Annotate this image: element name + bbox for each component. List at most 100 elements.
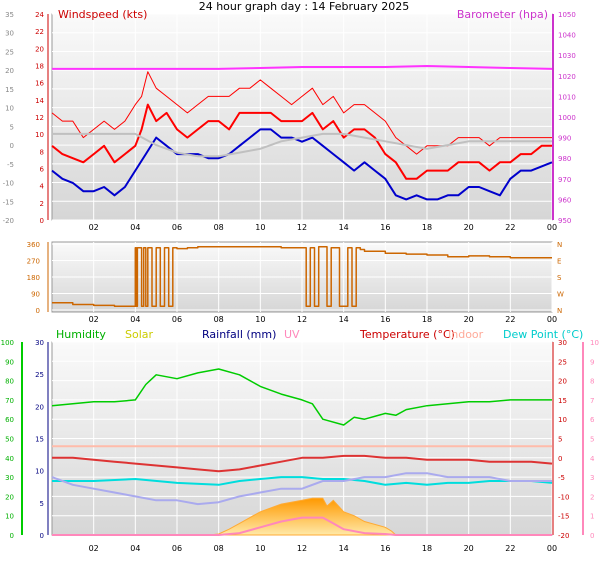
legend-item: Dew Point (°C): [503, 328, 583, 341]
legend-item: Solar: [125, 328, 154, 341]
barometer-hpa-line: [52, 65, 553, 70]
temperature-light-grey-line: [52, 132, 552, 158]
y-tick-label: -15: [3, 198, 14, 206]
wind-direction-panel: 02 04 06 08 10 12 14 16 18 20 22 00090180270360NWSE…: [27, 241, 564, 324]
legend-item: UV: [284, 328, 300, 341]
average-wind-kts-line: [51, 128, 553, 201]
y-tick-label: 1000: [558, 114, 576, 122]
uv-line: [52, 516, 552, 536]
dew-point-c-line: [52, 476, 553, 486]
x-tick-label: 22: [505, 315, 515, 324]
humidity-series: [51, 368, 553, 536]
x-tick-label: 06: [172, 315, 182, 324]
y-tick-label: 30: [5, 474, 14, 482]
y-tick-label: -10: [3, 180, 14, 188]
y-tick-label: 1030: [558, 52, 576, 60]
y-tick-label: 22: [35, 28, 44, 36]
y-tick-label: 3: [590, 474, 594, 482]
legend-item: Rainfall (mm): [202, 328, 276, 341]
humidity-tick-labels: 02 04 06 08 10 12 14 16 18 20 22 000102030405060708…: [1, 339, 599, 553]
y-tick-label: 20: [35, 403, 44, 411]
humidity-temp-panel: Humidity Solar Rainfall (mm) UV Temperature …: [1, 328, 599, 553]
y-tick-label: 10: [35, 131, 44, 139]
y-tick-label: 90: [31, 291, 40, 299]
x-tick-label: 10: [255, 315, 265, 324]
y-tick-label: -20: [3, 217, 14, 225]
humidity-legend: Humidity Solar Rainfall (mm) UV Temperature …: [56, 328, 583, 341]
y-tick-label: 950: [558, 217, 571, 225]
humidity-line: [51, 368, 552, 426]
y-tick-label: 960: [558, 196, 571, 204]
windspeed-kts-line: [51, 103, 552, 180]
y-tick-label: 1040: [558, 32, 576, 40]
y-tick-label: 24: [35, 11, 44, 19]
x-tick-label: 20: [464, 544, 474, 553]
baro-axis-label: Barometer (hpa): [457, 8, 548, 21]
y-tick-label: 360: [27, 241, 40, 249]
y-tick-label: 2: [40, 200, 44, 208]
x-tick-label: 18: [422, 223, 432, 232]
direction-tick-labels: 02 04 06 08 10 12 14 16 18 20 22 00090180270360NWSE…: [27, 241, 564, 324]
y-tick-label: -20: [558, 532, 569, 540]
x-tick-label: 04: [130, 544, 140, 553]
y-tick-label: 10: [5, 513, 14, 521]
y-tick-label: 0: [590, 532, 594, 540]
y-tick-label: 15: [5, 86, 14, 94]
y-tick-label: 6: [590, 416, 595, 424]
legend-item: Temperature (°C): [359, 328, 455, 341]
y-tick-label: 2: [590, 493, 594, 501]
x-tick-label: 08: [214, 544, 224, 553]
x-tick-label: 18: [422, 544, 432, 553]
x-tick-label: 14: [339, 223, 349, 232]
y-tick-label: 5: [590, 436, 594, 444]
x-tick-label: 22: [505, 544, 515, 553]
x-tick-label: 00: [547, 315, 557, 324]
y-tick-label: E: [557, 258, 561, 266]
direction-series: [52, 246, 552, 308]
x-tick-label: 10: [255, 544, 265, 553]
y-tick-label: 18: [35, 63, 44, 71]
light-purple-wind-chill-line: [51, 472, 552, 506]
x-tick-label: 20: [464, 315, 474, 324]
y-tick-label: 35: [5, 11, 14, 19]
wind-barometer-panel: Windspeed (kts) Barometer (hpa) 02 04 06 08…: [3, 8, 576, 232]
y-tick-label: 1050: [558, 11, 576, 19]
y-tick-label: N: [557, 307, 562, 315]
x-tick-label: 16: [380, 223, 390, 232]
x-tick-label: 08: [214, 315, 224, 324]
y-tick-label: 270: [27, 258, 40, 266]
x-tick-label: 00: [547, 544, 557, 553]
y-tick-label: 20: [558, 378, 567, 386]
y-tick-label: 970: [558, 176, 571, 184]
y-tick-label: 20: [5, 493, 14, 501]
y-tick-label: 4: [590, 455, 595, 463]
y-tick-label: 980: [558, 155, 571, 163]
y-tick-label: 990: [558, 135, 571, 143]
y-tick-label: 30: [35, 339, 44, 347]
y-tick-label: 20: [5, 67, 14, 75]
y-tick-label: 15: [35, 436, 44, 444]
y-tick-label: N: [557, 241, 562, 249]
y-tick-label: 15: [558, 397, 567, 405]
y-tick-label: 14: [35, 97, 44, 105]
y-tick-label: 9: [590, 358, 594, 366]
legend-item: Humidity: [56, 328, 106, 341]
y-tick-label: 0: [10, 532, 14, 540]
y-tick-label: W: [557, 291, 564, 299]
x-tick-label: 04: [130, 315, 140, 324]
y-tick-label: 8: [40, 148, 44, 156]
x-tick-label: 12: [297, 223, 307, 232]
x-tick-label: 18: [422, 315, 432, 324]
x-tick-label: 14: [339, 544, 349, 553]
x-tick-label: 00: [547, 223, 557, 232]
x-tick-label: 16: [380, 544, 390, 553]
y-tick-label: S: [557, 274, 562, 282]
x-tick-label: 08: [214, 223, 224, 232]
x-tick-label: 20: [464, 223, 474, 232]
x-tick-label: 02: [89, 315, 99, 324]
x-tick-label: 12: [297, 315, 307, 324]
y-tick-label: 16: [35, 80, 44, 88]
wind-gust-kts-line: [51, 71, 552, 155]
y-tick-label: 1: [590, 513, 594, 521]
